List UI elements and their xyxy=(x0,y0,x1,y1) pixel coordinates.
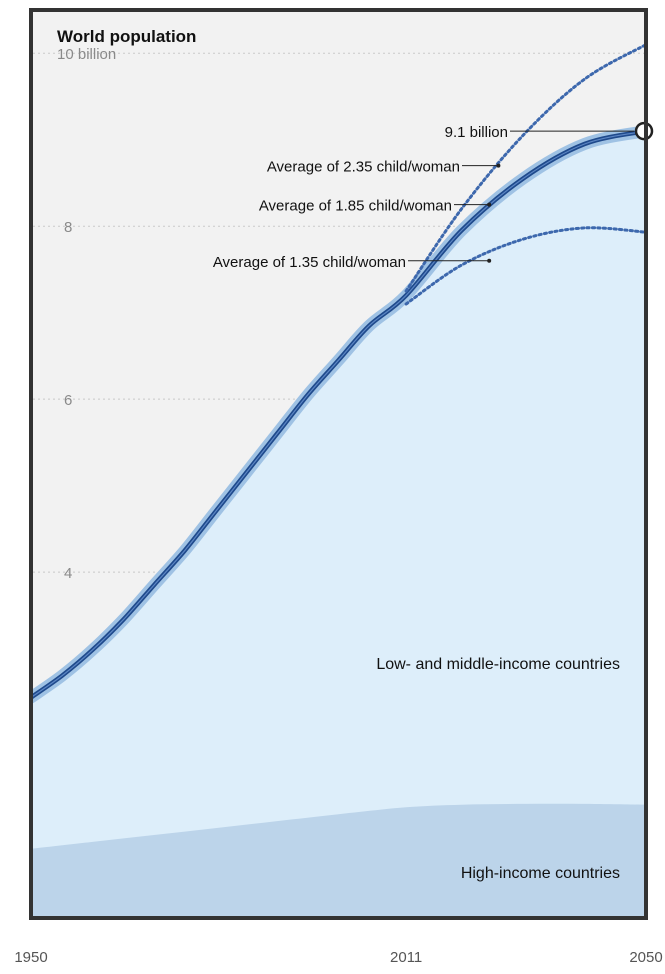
region-label-high-income: High-income countries xyxy=(461,865,620,882)
area-high-income xyxy=(31,803,646,918)
annotation-point xyxy=(487,202,492,207)
area-layer xyxy=(31,131,646,918)
annotation-label: Average of 1.35 child/woman xyxy=(213,254,406,271)
series-line-inner xyxy=(31,130,646,698)
x-tick-label: 2011 xyxy=(390,949,422,966)
projection-line-3 xyxy=(404,226,646,306)
y-tick-label: 10 billion xyxy=(57,46,116,63)
y-tick-label: 6 xyxy=(64,392,72,409)
x-tick-label: 2050 xyxy=(629,949,662,966)
y-tick-label: 8 xyxy=(64,219,72,236)
annotation-point xyxy=(487,258,492,263)
label-layer: 1950 2011 2050 Low- and middle-income count… xyxy=(14,656,662,966)
area-low-middle-income xyxy=(31,131,646,918)
chart-title: World population xyxy=(57,27,196,46)
annotation-label: Average of 2.35 child/woman xyxy=(267,159,460,176)
projection-line-1 xyxy=(404,43,646,293)
line-layer xyxy=(31,43,646,704)
annotation-label: Average of 1.85 child/woman xyxy=(259,198,452,215)
plot-frame xyxy=(29,8,648,920)
region-label-low-middle-income: Low- and middle-income countries xyxy=(376,656,620,673)
annotation-label: 9.1 billion xyxy=(445,124,508,141)
annotation-layer: 9.1 billion Average of 2.35 child/woman Av… xyxy=(213,121,654,271)
x-tick-label: 1950 xyxy=(14,949,47,966)
y-tick-label: 4 xyxy=(64,565,72,582)
annotation-point xyxy=(496,163,501,168)
